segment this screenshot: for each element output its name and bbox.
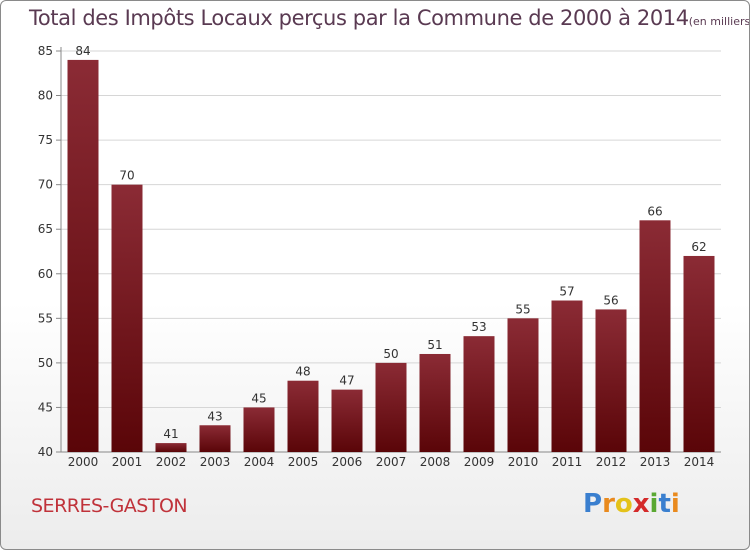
chart-title-unit: (en milliers d'€) (688, 15, 750, 28)
y-tick-label: 80 (38, 89, 53, 103)
data-label: 66 (647, 204, 662, 218)
bar (67, 59, 99, 453)
data-label: 51 (427, 338, 442, 352)
logo-letter: o (614, 489, 633, 519)
y-tick-label: 65 (38, 222, 53, 236)
bar (683, 255, 715, 452)
data-label: 70 (119, 169, 134, 183)
data-label: 50 (383, 347, 398, 361)
bar (419, 353, 451, 452)
x-tick-label: 2005 (288, 455, 319, 469)
x-tick-label: 2010 (508, 455, 539, 469)
logo-letter: i (649, 489, 659, 519)
data-label: 47 (339, 374, 354, 388)
chart-title-text: Total des Impôts Locaux perçus par la Co… (29, 6, 689, 30)
y-tick-label: 50 (38, 356, 53, 370)
data-label: 45 (251, 391, 266, 405)
y-tick-label: 75 (38, 133, 53, 147)
data-label: 41 (163, 427, 178, 441)
y-tick-label: 70 (38, 178, 53, 192)
bar (287, 380, 319, 452)
bar (595, 309, 627, 452)
y-tick-label: 45 (38, 400, 53, 414)
bar (243, 407, 275, 452)
logo-letter: t (658, 489, 671, 519)
bar (199, 425, 231, 452)
data-label: 48 (295, 365, 310, 379)
bar (507, 318, 539, 452)
logo-letter: i (670, 489, 680, 519)
x-tick-label: 2011 (552, 455, 583, 469)
chart-title: Total des Impôts Locaux perçus par la Co… (29, 6, 750, 30)
data-label: 57 (559, 285, 574, 299)
bar (331, 389, 363, 452)
y-tick-label: 55 (38, 311, 53, 325)
x-tick-label: 2003 (200, 455, 231, 469)
bar (551, 300, 583, 452)
x-tick-label: 2013 (640, 455, 671, 469)
data-label: 43 (207, 409, 222, 423)
commune-name: SERRES-GASTON (31, 495, 188, 517)
data-label: 55 (515, 302, 530, 316)
x-tick-label: 2006 (332, 455, 363, 469)
y-tick-label: 40 (38, 445, 53, 459)
x-tick-label: 2007 (376, 455, 407, 469)
data-label: 56 (603, 293, 618, 307)
x-tick-label: 2001 (112, 455, 143, 469)
data-label: 84 (75, 44, 90, 58)
x-tick-label: 2012 (596, 455, 627, 469)
x-tick-label: 2014 (684, 455, 715, 469)
proxiti-logo: Proxiti (583, 489, 680, 519)
bar (463, 336, 495, 452)
bar (639, 220, 671, 452)
logo-letter: P (583, 489, 603, 519)
data-label: 53 (471, 320, 486, 334)
x-tick-label: 2002 (156, 455, 187, 469)
x-tick-label: 2009 (464, 455, 495, 469)
bar (375, 362, 407, 452)
bar (111, 184, 143, 452)
y-tick-label: 60 (38, 267, 53, 281)
x-tick-label: 2008 (420, 455, 451, 469)
logo-letter: x (632, 489, 650, 519)
data-label: 62 (691, 240, 706, 254)
logo-letter: r (602, 489, 615, 519)
bar (155, 443, 187, 452)
x-tick-label: 2004 (244, 455, 275, 469)
x-tick-label: 2000 (68, 455, 99, 469)
y-tick-label: 85 (38, 44, 53, 58)
